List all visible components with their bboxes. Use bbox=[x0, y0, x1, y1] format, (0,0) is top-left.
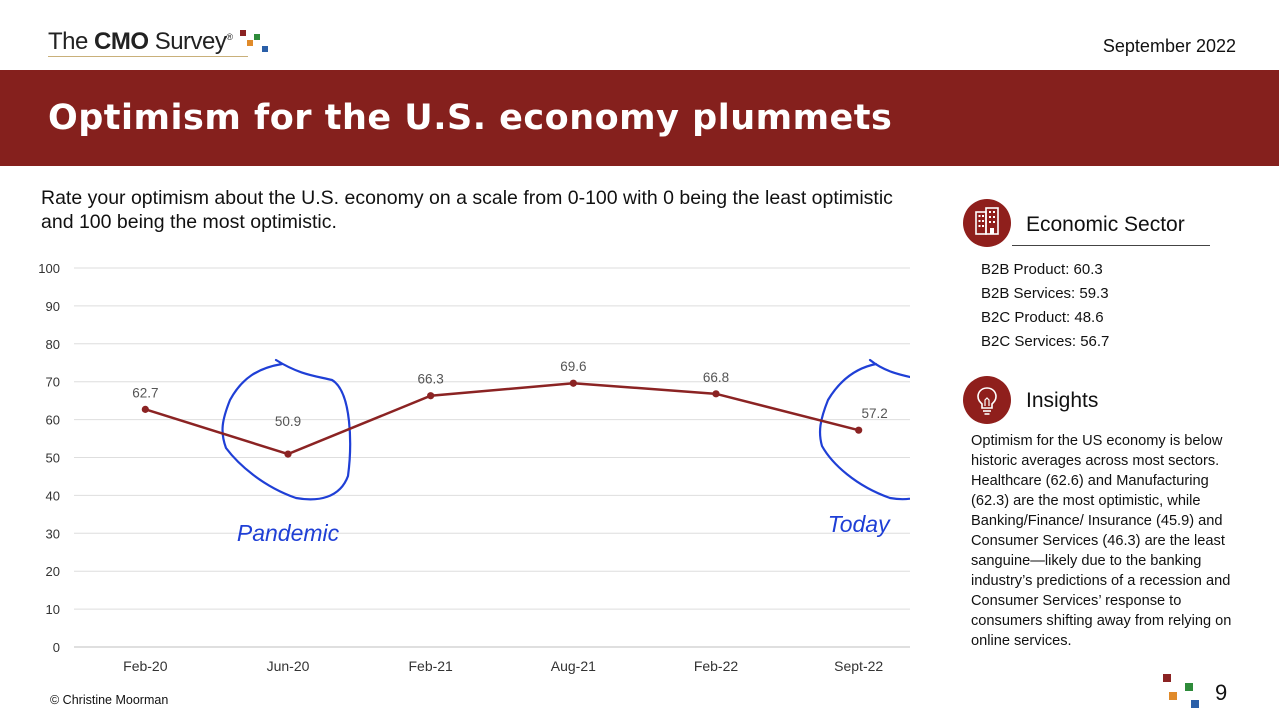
sector-item: B2B Product: 60.3 bbox=[981, 261, 1103, 278]
page-number: 9 bbox=[1215, 680, 1228, 705]
annotation-label: Today bbox=[828, 511, 891, 537]
lightbulb-icon bbox=[963, 376, 1011, 424]
data-point bbox=[569, 379, 577, 387]
y-axis-ticks: 0 10 20 30 40 50 60 70 80 90 100 bbox=[38, 261, 60, 655]
data-label: 66.8 bbox=[703, 370, 729, 385]
y-tick-label: 0 bbox=[53, 640, 60, 655]
logo-underline bbox=[48, 56, 248, 57]
logo-text-post: Survey bbox=[148, 28, 227, 55]
insights-title: Insights bbox=[1026, 389, 1099, 412]
today-circle bbox=[818, 358, 910, 501]
sector-item: B2C Product: 48.6 bbox=[981, 309, 1104, 326]
chart-gridlines bbox=[74, 267, 910, 648]
data-point bbox=[712, 390, 720, 398]
data-points bbox=[141, 379, 863, 458]
footer-square-red bbox=[1163, 674, 1171, 682]
x-tick-label: Feb-21 bbox=[408, 658, 453, 674]
logo-text-pre: The bbox=[48, 28, 95, 55]
data-point bbox=[427, 392, 435, 400]
data-label: 66.3 bbox=[418, 372, 444, 387]
x-tick-label: Sept-22 bbox=[834, 658, 883, 674]
annotation-label: Pandemic bbox=[237, 520, 340, 546]
y-tick-label: 50 bbox=[46, 451, 60, 466]
y-tick-label: 30 bbox=[46, 526, 60, 541]
y-tick-label: 20 bbox=[46, 564, 60, 579]
title-banner: Optimism for the U.S. economy plummets bbox=[0, 70, 1279, 166]
y-tick-label: 70 bbox=[46, 375, 60, 390]
y-tick-label: 10 bbox=[46, 602, 60, 617]
x-tick-label: Aug-21 bbox=[551, 658, 596, 674]
insights-text: Optimism for the US economy is below his… bbox=[971, 433, 1232, 649]
y-tick-label: 90 bbox=[46, 299, 60, 314]
economic-sector-title: Economic Sector bbox=[1026, 213, 1185, 236]
footer-square-orange bbox=[1169, 692, 1177, 700]
data-point bbox=[141, 405, 149, 413]
sector-item: B2B Services: 59.3 bbox=[981, 285, 1109, 302]
chart-annotations: Pandemic Today bbox=[237, 511, 891, 546]
data-label: 50.9 bbox=[275, 414, 301, 429]
y-tick-label: 60 bbox=[46, 413, 60, 428]
data-labels: 62.7 50.9 66.3 69.6 66.8 57.2 bbox=[132, 359, 888, 429]
logo-text-bold: CMO bbox=[94, 28, 149, 55]
sector-list: B2B Product: 60.3 B2B Services: 59.3 B2C… bbox=[981, 258, 1109, 354]
copyright: © Christine Moorman bbox=[50, 693, 169, 707]
logo-registered-mark: ® bbox=[226, 32, 233, 42]
logo-square-green bbox=[254, 34, 260, 40]
data-point bbox=[284, 450, 292, 458]
page-title: Optimism for the U.S. economy plummets bbox=[48, 98, 893, 138]
data-label: 69.6 bbox=[560, 359, 586, 374]
y-tick-label: 100 bbox=[38, 261, 60, 276]
x-tick-label: Feb-22 bbox=[694, 658, 739, 674]
series-line bbox=[144, 381, 859, 456]
x-tick-label: Jun-20 bbox=[267, 658, 310, 674]
logo-square-blue bbox=[262, 46, 268, 52]
y-tick-label: 80 bbox=[46, 337, 60, 352]
pandemic-circle bbox=[221, 358, 352, 501]
report-date: September 2022 bbox=[1102, 36, 1236, 56]
x-tick-label: Feb-20 bbox=[123, 658, 168, 674]
data-label: 62.7 bbox=[132, 385, 158, 400]
cmo-survey-logo: The CMO Survey® bbox=[48, 28, 233, 56]
building-icon bbox=[963, 199, 1011, 247]
y-tick-label: 40 bbox=[46, 488, 60, 503]
survey-question: Rate your optimism about the U.S. econom… bbox=[41, 187, 893, 233]
logo-square-red bbox=[240, 30, 246, 36]
footer-square-blue bbox=[1191, 700, 1199, 708]
logo-square-orange bbox=[247, 40, 253, 46]
data-point bbox=[855, 426, 863, 434]
sector-divider bbox=[1012, 245, 1210, 246]
sector-item: B2C Services: 56.7 bbox=[981, 333, 1110, 350]
footer-square-green bbox=[1185, 683, 1193, 691]
data-label: 57.2 bbox=[862, 406, 888, 421]
x-axis-ticks: Feb-20 Jun-20 Feb-21 Aug-21 Feb-22 Sept-22 bbox=[123, 658, 883, 674]
